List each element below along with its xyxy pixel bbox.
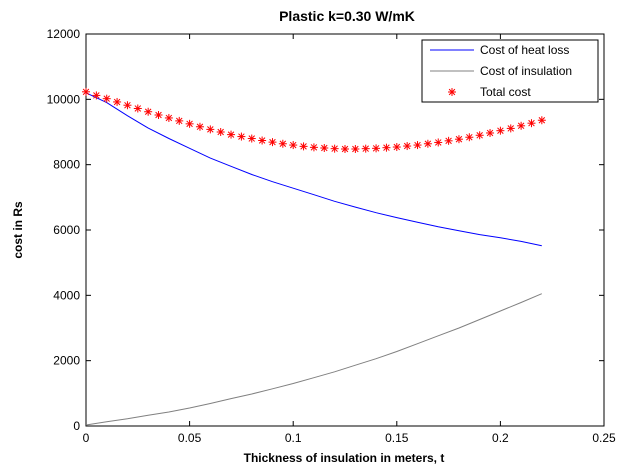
total-cost-point xyxy=(102,94,111,103)
y-tick-label: 8000 xyxy=(53,158,80,172)
total-cost-point xyxy=(175,116,184,125)
total-cost-point xyxy=(247,134,256,143)
x-tick-label: 0.15 xyxy=(385,431,409,445)
legend-swatch-total-cost xyxy=(448,88,456,96)
y-tick-label: 0 xyxy=(73,419,80,433)
legend-label-total-cost: Total cost xyxy=(480,85,531,99)
total-cost-point xyxy=(195,122,204,131)
total-cost-point xyxy=(299,142,308,151)
total-cost-point xyxy=(537,116,546,125)
total-cost-point xyxy=(320,144,329,153)
total-cost-point xyxy=(413,141,422,150)
x-tick-label: 0 xyxy=(83,431,90,445)
y-tick-label: 2000 xyxy=(53,354,80,368)
total-cost-point xyxy=(185,119,194,128)
total-cost-point xyxy=(341,144,349,153)
legend: Cost of heat loss Cost of insulation Tot… xyxy=(421,39,599,103)
series-line-1 xyxy=(85,293,542,426)
series-layer xyxy=(82,87,546,426)
total-cost-point xyxy=(444,136,453,145)
total-cost-point xyxy=(289,141,298,150)
y-tick-label: 12000 xyxy=(47,27,81,41)
total-cost-point xyxy=(392,143,401,152)
y-axis-label: cost in Rs xyxy=(11,201,25,259)
total-cost-point xyxy=(154,111,163,120)
chart-title: Plastic k=0.30 W/mK xyxy=(279,8,415,24)
series-line-0 xyxy=(85,92,542,247)
axis-ticks: 0 0.05 0.1 0.15 0.2 0.25 0 2000 4000 6000 8000 1000… xyxy=(47,27,616,445)
total-cost-point xyxy=(330,144,339,153)
total-cost-point xyxy=(237,132,246,141)
total-cost-point xyxy=(123,101,132,110)
total-cost-point xyxy=(351,144,360,153)
x-tick-label: 0.05 xyxy=(178,431,202,445)
total-cost-point xyxy=(92,91,101,100)
total-cost-point xyxy=(527,119,536,128)
x-tick-label: 0.25 xyxy=(592,431,616,445)
total-cost-point xyxy=(382,143,391,152)
y-tick-label: 4000 xyxy=(53,288,80,302)
total-cost-point xyxy=(268,138,277,147)
legend-label-heat-loss: Cost of heat loss xyxy=(480,43,569,57)
total-cost-point xyxy=(82,87,90,96)
total-cost-point xyxy=(206,125,215,134)
series-markers-2 xyxy=(82,87,546,153)
total-cost-point xyxy=(227,130,236,139)
y-tick-label: 10000 xyxy=(47,92,81,106)
total-cost-point xyxy=(517,121,526,130)
total-cost-point xyxy=(506,124,515,133)
x-tick-label: 0.2 xyxy=(492,431,509,445)
total-cost-point xyxy=(423,139,432,148)
total-cost-point xyxy=(403,142,412,151)
total-cost-point xyxy=(486,128,495,137)
total-cost-point xyxy=(133,104,142,113)
total-cost-point xyxy=(454,135,463,144)
total-cost-point xyxy=(113,97,122,106)
total-cost-point xyxy=(372,144,381,153)
total-cost-point xyxy=(144,107,153,116)
total-cost-point xyxy=(216,128,225,136)
total-cost-point xyxy=(361,144,370,153)
total-cost-point xyxy=(434,138,443,147)
x-axis-label: Thickness of insulation in meters, t xyxy=(244,451,445,465)
legend-label-insulation: Cost of insulation xyxy=(480,64,572,78)
total-cost-point xyxy=(496,126,505,135)
total-cost-point xyxy=(475,131,484,140)
x-tick-label: 0.1 xyxy=(285,431,302,445)
total-cost-point xyxy=(164,113,173,122)
legend-asterisk-icon xyxy=(448,88,456,96)
y-tick-label: 6000 xyxy=(53,223,80,237)
total-cost-point xyxy=(309,143,318,152)
total-cost-point xyxy=(258,136,267,145)
total-cost-point xyxy=(465,133,474,142)
total-cost-point xyxy=(278,139,287,148)
